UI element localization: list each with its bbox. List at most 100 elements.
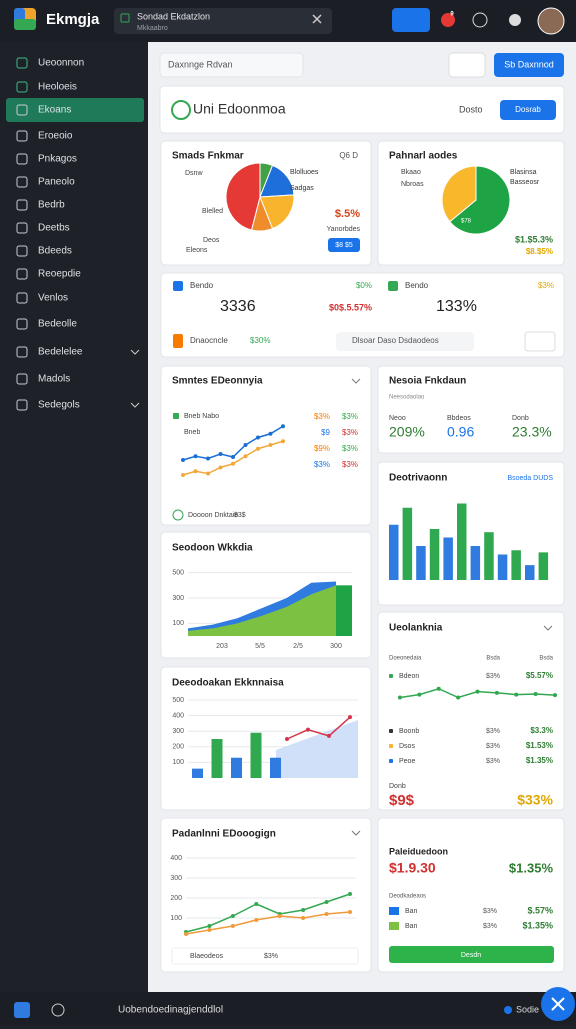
help-icon[interactable]	[472, 12, 488, 28]
tab[interactable]	[114, 8, 332, 34]
y-tick-label: 100	[170, 915, 182, 922]
label: $.57%	[527, 905, 553, 915]
card-title: Seodoon Wkkdia	[172, 543, 253, 554]
banner-link[interactable]: Dosto	[459, 104, 483, 114]
nav-item[interactable]: Eroeoio	[38, 131, 73, 142]
app-name: Ekmgja	[46, 11, 100, 28]
icon	[388, 281, 398, 291]
bar	[211, 739, 223, 778]
label: $3%	[486, 728, 500, 735]
label: Deodkadeaos	[389, 894, 426, 900]
bar	[336, 585, 352, 636]
settings-icon[interactable]	[509, 14, 521, 26]
tab-icon	[120, 13, 130, 23]
primary-button[interactable]	[494, 53, 564, 77]
nav-icon	[16, 176, 28, 188]
legend-item: Dsnw	[185, 170, 203, 177]
label: Dlsoar Daso Dsdaodeos	[352, 336, 439, 345]
status-dot	[504, 1006, 512, 1014]
search-button[interactable]	[392, 8, 430, 32]
banner-button[interactable]	[500, 100, 556, 120]
point	[398, 695, 402, 700]
point	[324, 912, 329, 916]
y-tick-label: 300	[170, 875, 182, 882]
label: $9%	[314, 444, 330, 453]
label: Bsda	[486, 656, 500, 662]
label: Boonb	[399, 728, 419, 735]
banner-title: Uni Edoonmoa	[193, 101, 286, 117]
kpi-value: 23.3%	[512, 424, 552, 440]
pill[interactable]	[328, 238, 360, 252]
nav-item[interactable]: Bedelelee	[38, 347, 83, 358]
point	[230, 924, 235, 928]
label: $3%	[342, 460, 358, 469]
y-tick-label: 400	[170, 855, 182, 862]
nav-item[interactable]: Reoepdie	[38, 269, 81, 280]
bar	[429, 529, 440, 580]
notify-icon[interactable]	[441, 13, 455, 27]
label: $78	[461, 219, 472, 225]
search-box[interactable]	[336, 332, 474, 351]
bottom-bar	[0, 992, 576, 1024]
nav-item[interactable]: Pnkagos	[38, 154, 77, 165]
tab-subtitle: Mkkaabro	[137, 25, 168, 32]
label: Blaeodeos	[190, 953, 224, 960]
point	[231, 461, 235, 466]
label: $3$	[234, 512, 246, 519]
label: Donb	[512, 415, 529, 422]
nav-item[interactable]: Ekoans	[38, 105, 71, 116]
nav-icon	[16, 130, 28, 142]
value: $1.35%	[509, 860, 554, 875]
label: Ban	[405, 923, 418, 930]
badge: 9	[450, 12, 454, 18]
point	[348, 910, 352, 914]
avatar[interactable]	[537, 7, 565, 35]
card-title: Smads Fnkmar	[172, 151, 244, 162]
icon[interactable]	[51, 1003, 65, 1017]
point	[207, 924, 212, 928]
nav-item[interactable]: Ueoonnon	[38, 58, 84, 69]
nav-item[interactable]: Bedeolle	[38, 319, 77, 330]
point	[256, 446, 260, 451]
nav-item[interactable]: Deetbs	[38, 223, 70, 234]
point	[181, 473, 185, 477]
swatch	[389, 907, 399, 915]
nav-item[interactable]: Paneolo	[38, 177, 75, 188]
bar	[511, 550, 521, 580]
label: Donb	[389, 783, 406, 790]
os-icon[interactable]	[14, 1002, 30, 1018]
nav-icon	[16, 222, 28, 234]
label: Ban	[405, 908, 418, 915]
nav-icon	[16, 318, 28, 330]
nav-item[interactable]: Sedegols	[38, 400, 80, 411]
icon-button[interactable]	[448, 52, 486, 78]
link[interactable]: Bsoeda DUDS	[507, 475, 553, 482]
point	[193, 454, 198, 459]
point	[456, 695, 461, 700]
progress-button[interactable]	[389, 946, 554, 963]
label: $3%	[486, 758, 500, 765]
dropdown[interactable]	[524, 331, 556, 352]
nav-item[interactable]: Bdeeds	[38, 246, 72, 257]
nav-item[interactable]: Bedrb	[38, 200, 65, 211]
total: $33%	[517, 792, 553, 808]
label: $3%	[538, 281, 554, 290]
label: $5.57%	[526, 671, 553, 680]
nav-icon	[16, 57, 28, 69]
search-box[interactable]	[159, 52, 304, 78]
point	[348, 715, 352, 720]
nav-item[interactable]: Venlos	[38, 293, 68, 304]
point	[281, 439, 285, 444]
label: $3%	[342, 428, 358, 437]
point	[268, 431, 273, 436]
label: Peoe	[399, 758, 415, 765]
point	[181, 458, 185, 462]
point	[348, 892, 352, 896]
close-icon[interactable]	[312, 14, 322, 24]
nav-item[interactable]: Heoloeis	[38, 82, 77, 93]
nav-item[interactable]: Madols	[38, 374, 70, 385]
nav-icon	[16, 346, 28, 358]
legend-item: Bneb	[184, 429, 200, 436]
label: Blasinsa	[510, 169, 537, 176]
label: Dnaocncle	[190, 336, 228, 345]
